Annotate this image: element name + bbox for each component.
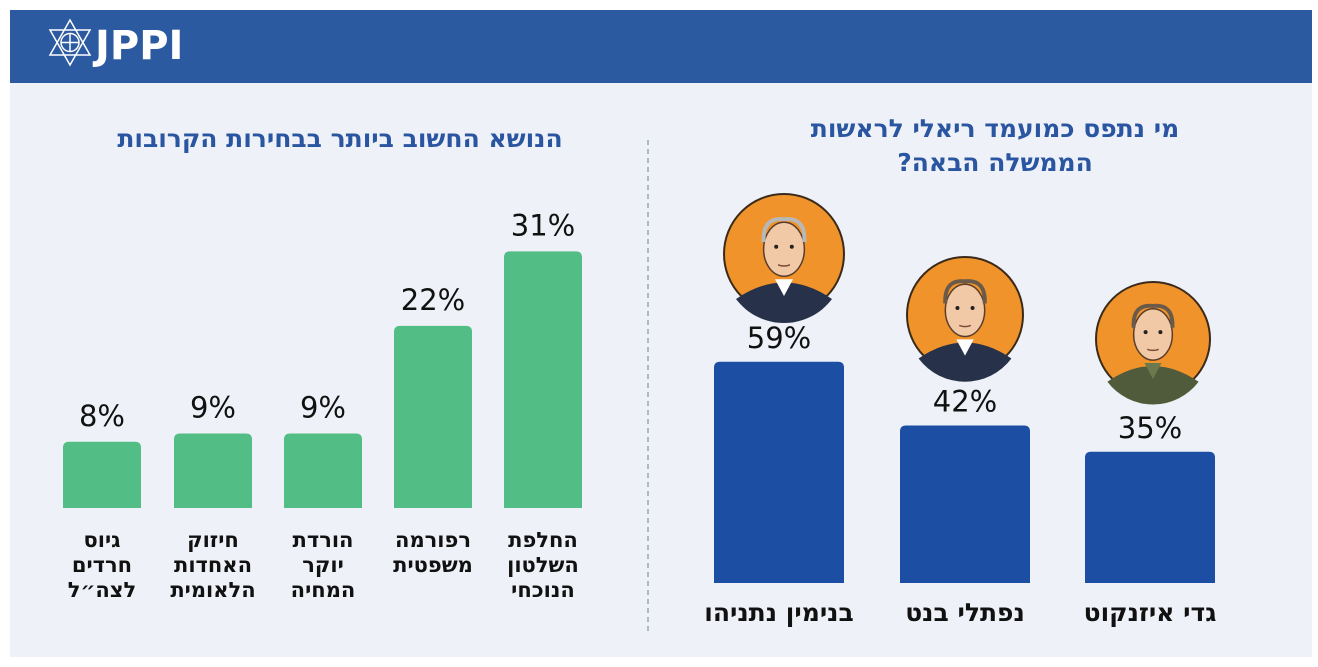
- value-label: 9%: [300, 390, 346, 424]
- chart-title: הנושא החשוב ביותר בבחירות הקרובות: [117, 124, 562, 153]
- category-label: הלאומית: [170, 578, 255, 602]
- bar: [284, 433, 362, 508]
- logo-text: JPPI: [92, 23, 183, 69]
- category-label: הורדת: [293, 528, 354, 552]
- category-label: חרדים: [72, 553, 132, 577]
- value-label: 59%: [747, 321, 811, 355]
- category-label: גדי איזנקוט: [1084, 598, 1217, 627]
- value-label: 22%: [401, 283, 465, 317]
- bar: [1085, 452, 1215, 583]
- page: {"header": {"logo": "JPPI"}, "chart_data…: [0, 0, 1318, 667]
- bar: [504, 251, 582, 508]
- portrait-face: [764, 222, 805, 276]
- bar: [63, 442, 141, 508]
- category-label: השלטון: [507, 553, 579, 577]
- value-label: 31%: [511, 208, 575, 242]
- infographic: JPPI הנושא החשוב ביותר בבחירות הקרובות 8%…: [0, 0, 1318, 667]
- category-label: האחדות: [174, 553, 252, 577]
- category-label: חיזוק: [187, 528, 239, 552]
- bar: [394, 326, 472, 508]
- category-label: גיוס: [83, 528, 120, 552]
- portrait: [1096, 282, 1210, 405]
- portrait-eye: [955, 306, 959, 310]
- portrait-eye: [1158, 330, 1162, 334]
- portrait-face: [1134, 309, 1173, 360]
- category-label: המחיה: [291, 578, 356, 602]
- bar: [900, 426, 1030, 584]
- portrait-eye: [774, 245, 778, 249]
- value-label: 42%: [933, 385, 997, 419]
- category-label: החלפת: [508, 528, 578, 552]
- portrait: [724, 194, 844, 323]
- value-label: 8%: [79, 399, 125, 433]
- header-bar: [10, 10, 1312, 83]
- portrait-face: [945, 284, 984, 336]
- portrait-eye: [1144, 330, 1148, 334]
- category-label: הנוכחי: [511, 578, 575, 602]
- category-label: רפורמה: [395, 528, 471, 552]
- category-label: לצה״ל: [68, 578, 136, 602]
- portrait-eye: [790, 245, 794, 249]
- category-label: נפתלי בנט: [905, 598, 1025, 627]
- value-label: 9%: [190, 390, 236, 424]
- category-label: משפטית: [393, 553, 473, 577]
- bar: [174, 433, 252, 508]
- bar: [714, 362, 844, 583]
- chart-title: הממשלה הבאה?: [897, 148, 1093, 177]
- portrait-eye: [971, 306, 975, 310]
- chart-title: מי נתפס כמועמד ריאלי לראשות: [811, 114, 1179, 143]
- category-label: יוקר: [302, 553, 344, 577]
- value-label: 35%: [1118, 411, 1182, 445]
- portrait: [907, 257, 1023, 382]
- category-label: בנימין נתניהו: [704, 598, 854, 627]
